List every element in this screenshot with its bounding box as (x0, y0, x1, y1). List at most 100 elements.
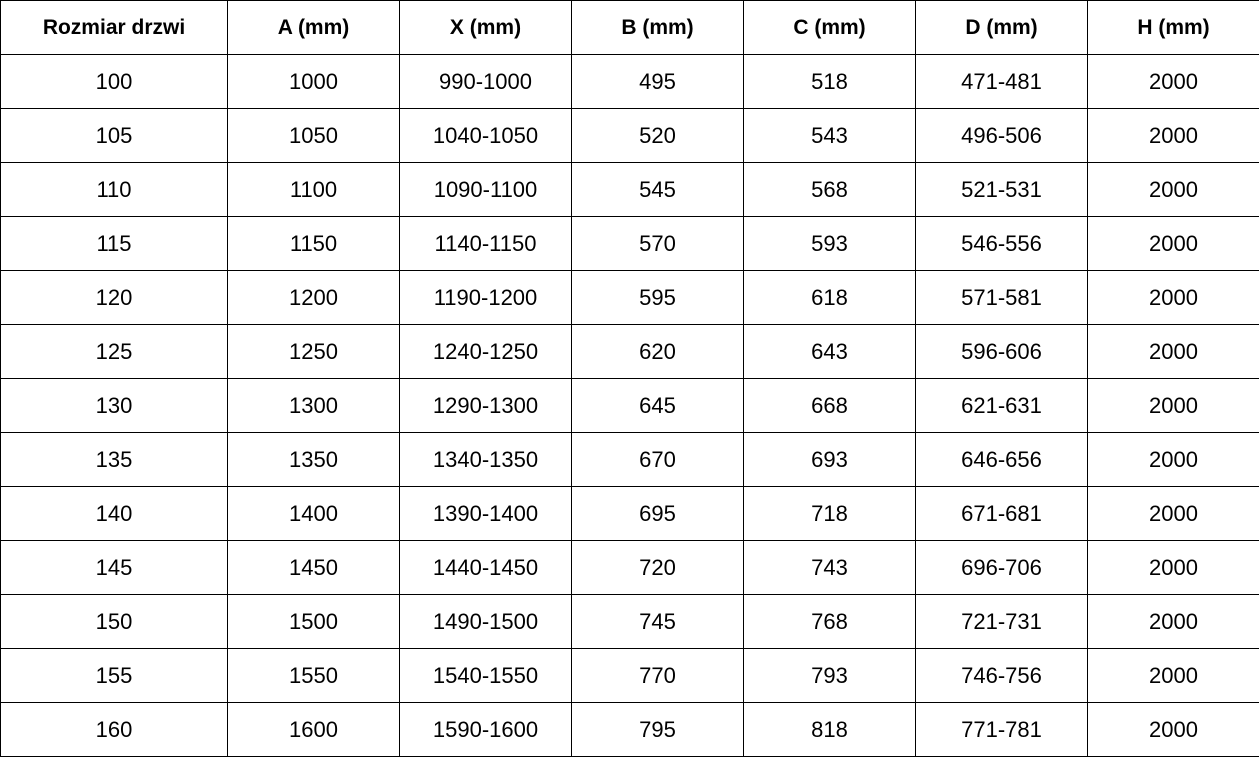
table-cell: 1140-1150 (399, 216, 572, 271)
table-cell: 771-781 (915, 702, 1088, 757)
table-cell: 620 (571, 324, 744, 379)
table-cell: 2000 (1087, 378, 1259, 433)
table-cell: 100 (0, 54, 228, 109)
table-cell: 2000 (1087, 54, 1259, 109)
table-cell: 1250 (227, 324, 400, 379)
table-cell: 645 (571, 378, 744, 433)
table-row: 120 1200 1190-1200 595 618 571-581 2000 (0, 270, 1259, 325)
table-cell: 2000 (1087, 540, 1259, 595)
table-row: 125 1250 1240-1250 620 643 596-606 2000 (0, 324, 1259, 379)
table-cell: 518 (743, 54, 916, 109)
table-cell: 670 (571, 432, 744, 487)
table-cell: 2000 (1087, 648, 1259, 703)
column-header: X (mm) (399, 0, 572, 55)
table-cell: 155 (0, 648, 228, 703)
table-cell: 621-631 (915, 378, 1088, 433)
column-header: A (mm) (227, 0, 400, 55)
table-cell: 770 (571, 648, 744, 703)
table-cell: 696-706 (915, 540, 1088, 595)
table-cell: 1240-1250 (399, 324, 572, 379)
table-cell: 1440-1450 (399, 540, 572, 595)
table-row: 150 1500 1490-1500 745 768 721-731 2000 (0, 594, 1259, 649)
table-cell: 110 (0, 162, 228, 217)
table-cell: 125 (0, 324, 228, 379)
table-cell: 746-756 (915, 648, 1088, 703)
table-cell: 646-656 (915, 432, 1088, 487)
table-cell: 718 (743, 486, 916, 541)
table-row: 115 1150 1140-1150 570 593 546-556 2000 (0, 216, 1259, 271)
table-cell: 745 (571, 594, 744, 649)
table-cell: 2000 (1087, 270, 1259, 325)
table-row: 105 1050 1040-1050 520 543 496-506 2000 (0, 108, 1259, 163)
table-cell: 1190-1200 (399, 270, 572, 325)
table-cell: 2000 (1087, 216, 1259, 271)
table-cell: 105 (0, 108, 228, 163)
table-cell: 471-481 (915, 54, 1088, 109)
table-cell: 2000 (1087, 486, 1259, 541)
table-cell: 115 (0, 216, 228, 271)
table-cell: 140 (0, 486, 228, 541)
table-row: 155 1550 1540-1550 770 793 746-756 2000 (0, 648, 1259, 703)
table-cell: 495 (571, 54, 744, 109)
table-cell: 521-531 (915, 162, 1088, 217)
table-cell: 1100 (227, 162, 400, 217)
table-cell: 1400 (227, 486, 400, 541)
table-cell: 596-606 (915, 324, 1088, 379)
table-cell: 1350 (227, 432, 400, 487)
table-row: 135 1350 1340-1350 670 693 646-656 2000 (0, 432, 1259, 487)
table-cell: 1040-1050 (399, 108, 572, 163)
table-cell: 2000 (1087, 432, 1259, 487)
header-row: Rozmiar drzwi A (mm) X (mm) B (mm) C (mm) D (… (0, 0, 1259, 55)
table-body: 100 1000 990-1000 495 518 471-481 2000 105 1050 1… (0, 54, 1259, 757)
table-cell: 2000 (1087, 702, 1259, 757)
table-row: 160 1600 1590-1600 795 818 771-781 2000 (0, 702, 1259, 757)
table-cell: 2000 (1087, 162, 1259, 217)
column-header: B (mm) (571, 0, 744, 55)
table-cell: 496-506 (915, 108, 1088, 163)
table-cell: 668 (743, 378, 916, 433)
table-cell: 135 (0, 432, 228, 487)
table-cell: 720 (571, 540, 744, 595)
table-cell: 1540-1550 (399, 648, 572, 703)
table-cell: 671-681 (915, 486, 1088, 541)
table-cell: 1450 (227, 540, 400, 595)
table-cell: 568 (743, 162, 916, 217)
table-cell: 643 (743, 324, 916, 379)
table-row: 130 1300 1290-1300 645 668 621-631 2000 (0, 378, 1259, 433)
table-cell: 1500 (227, 594, 400, 649)
column-header: C (mm) (743, 0, 916, 55)
table-row: 110 1100 1090-1100 545 568 521-531 2000 (0, 162, 1259, 217)
table-cell: 695 (571, 486, 744, 541)
table-cell: 120 (0, 270, 228, 325)
table-cell: 795 (571, 702, 744, 757)
table-cell: 618 (743, 270, 916, 325)
table-cell: 1050 (227, 108, 400, 163)
table-cell: 545 (571, 162, 744, 217)
table-cell: 520 (571, 108, 744, 163)
table-cell: 721-731 (915, 594, 1088, 649)
table-cell: 693 (743, 432, 916, 487)
table-cell: 1300 (227, 378, 400, 433)
table-cell: 2000 (1087, 324, 1259, 379)
table-cell: 130 (0, 378, 228, 433)
table-cell: 1000 (227, 54, 400, 109)
table-cell: 1090-1100 (399, 162, 572, 217)
column-header: Rozmiar drzwi (0, 0, 228, 55)
table-cell: 145 (0, 540, 228, 595)
table-cell: 1490-1500 (399, 594, 572, 649)
table-cell: 543 (743, 108, 916, 163)
table-cell: 595 (571, 270, 744, 325)
table-cell: 768 (743, 594, 916, 649)
table-cell: 1290-1300 (399, 378, 572, 433)
table-cell: 793 (743, 648, 916, 703)
table-cell: 593 (743, 216, 916, 271)
table-cell: 818 (743, 702, 916, 757)
table-row: 140 1400 1390-1400 695 718 671-681 2000 (0, 486, 1259, 541)
table-cell: 1390-1400 (399, 486, 572, 541)
table-cell: 570 (571, 216, 744, 271)
table-cell: 546-556 (915, 216, 1088, 271)
table-cell: 150 (0, 594, 228, 649)
table-cell: 1340-1350 (399, 432, 572, 487)
table-cell: 1590-1600 (399, 702, 572, 757)
